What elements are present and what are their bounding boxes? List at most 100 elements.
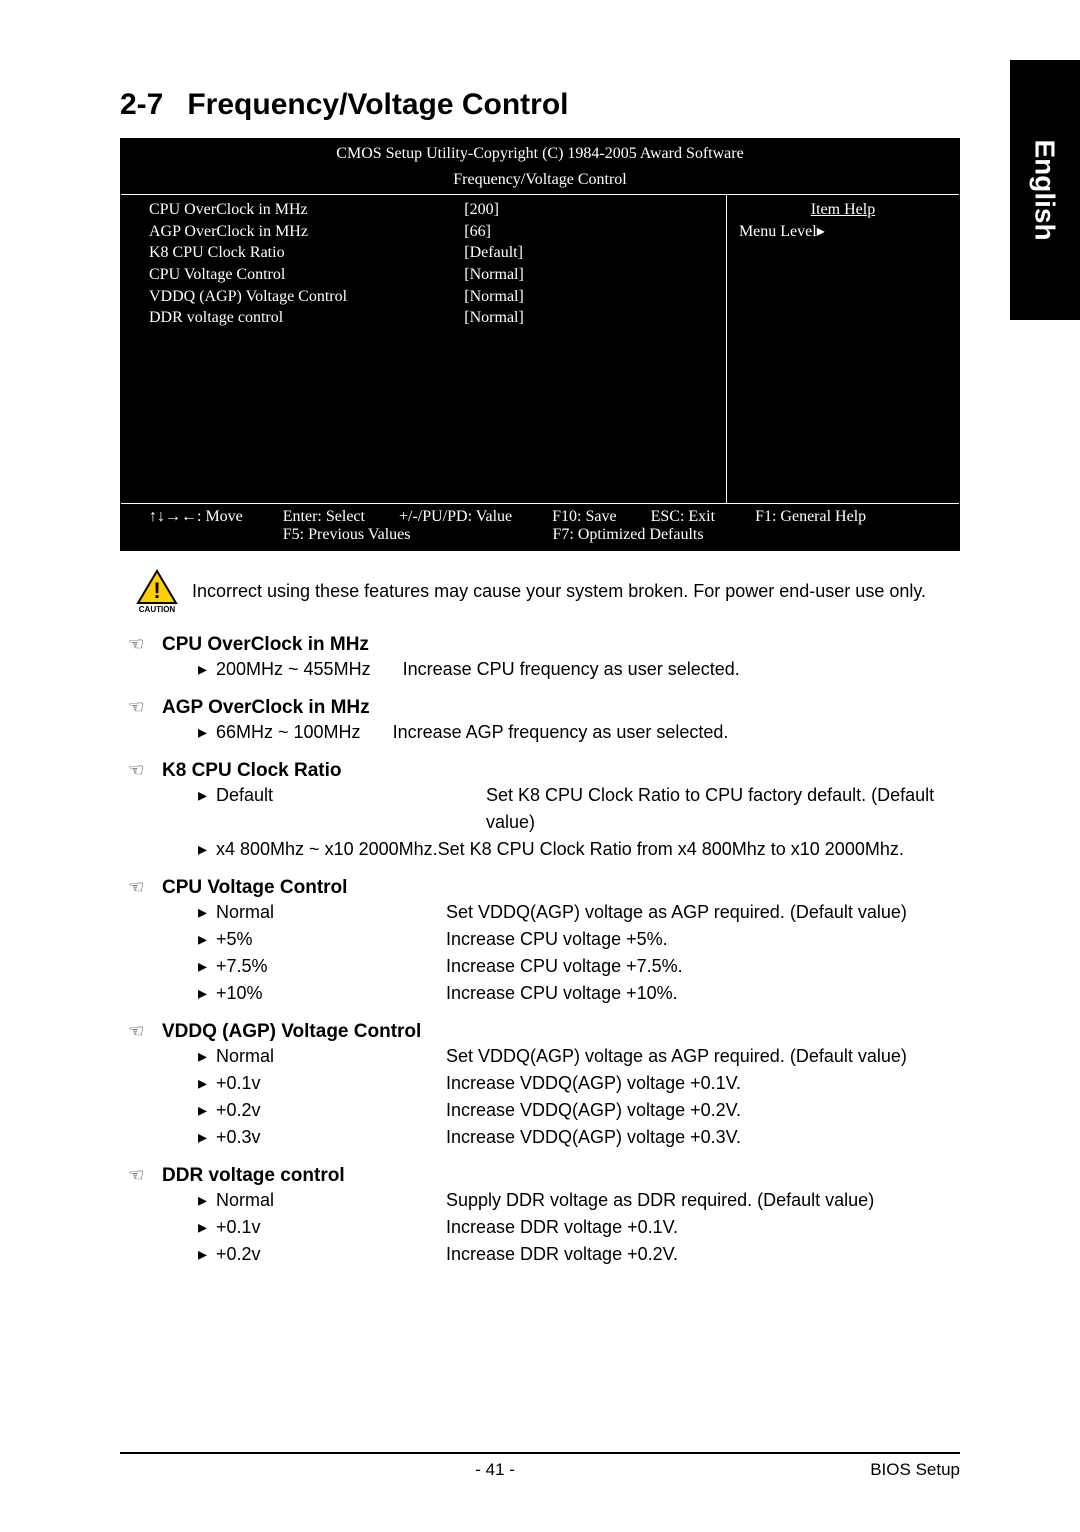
bios-value: [Normal] xyxy=(464,286,714,308)
arrow-icon: ▸ xyxy=(198,656,216,683)
footer-section: BIOS Setup xyxy=(870,1460,960,1480)
bios-value: [Normal] xyxy=(464,264,714,286)
page-number: - 41 - xyxy=(475,1460,515,1480)
bios-key-pupd: +/-/PU/PD: Value xyxy=(399,508,512,526)
bios-value: [Normal] xyxy=(464,307,714,329)
option-row: ▸+0.1vIncrease DDR voltage +0.1V. xyxy=(198,1214,960,1241)
option-row: ▸+0.2vIncrease VDDQ(AGP) voltage +0.2V. xyxy=(198,1097,960,1124)
language-label: English xyxy=(1029,139,1061,240)
arrow-icon: ▸ xyxy=(198,1070,216,1097)
option-desc: Set VDDQ(AGP) voltage as AGP required. (… xyxy=(446,899,960,926)
option-row: ▸x4 800Mhz ~ x10 2000Mhz.Set K8 CPU Cloc… xyxy=(198,836,960,863)
option-desc: Supply DDR voltage as DDR required. (Def… xyxy=(446,1187,960,1214)
option-desc: Increase CPU voltage +10%. xyxy=(446,980,960,1007)
option-name: +0.2v xyxy=(216,1097,446,1124)
arrow-icon: ▸ xyxy=(198,1187,216,1214)
bios-item: CPU Voltage Control xyxy=(149,264,440,286)
bios-item: AGP OverClock in MHz xyxy=(149,221,440,243)
option-name: +0.3v xyxy=(216,1124,446,1151)
option-row: ▸+0.1vIncrease VDDQ(AGP) voltage +0.1V. xyxy=(198,1070,960,1097)
option-desc: Increase VDDQ(AGP) voltage +0.2V. xyxy=(446,1097,960,1124)
option-row: ▸200MHz ~ 455MHz Increase CPU frequency a… xyxy=(198,656,960,683)
section-heading: VDDQ (AGP) Voltage Control xyxy=(162,1021,960,1043)
option-desc: Increase VDDQ(AGP) voltage +0.1V. xyxy=(446,1070,960,1097)
arrow-icon: ▸ xyxy=(198,980,216,1007)
bios-item: VDDQ (AGP) Voltage Control xyxy=(149,286,440,308)
option-desc: Set K8 CPU Clock Ratio to CPU factory de… xyxy=(486,782,960,836)
option-row: ▸+0.2vIncrease DDR voltage +0.2V. xyxy=(198,1241,960,1268)
bios-title: CMOS Setup Utility-Copyright (C) 1984-20… xyxy=(121,139,959,169)
bios-key-move: ↑↓→←: Move xyxy=(149,508,243,526)
arrow-icon: ▸ xyxy=(198,1097,216,1124)
option-name: Default xyxy=(216,782,486,836)
chapter-name: Frequency/Voltage Control xyxy=(187,88,568,121)
section-heading: CPU Voltage Control xyxy=(162,877,960,899)
option-row: ▸+5%Increase CPU voltage +5%. xyxy=(198,926,960,953)
bios-item: DDR voltage control xyxy=(149,307,440,329)
bios-key-f1: F1: General Help xyxy=(755,508,866,526)
section-heading: K8 CPU Clock Ratio xyxy=(162,760,960,782)
option-name: Normal xyxy=(216,1187,446,1214)
bios-key-f7: F7: Optimized Defaults xyxy=(553,526,704,544)
arrow-icon: ▸ xyxy=(198,899,216,926)
bios-value: [200] xyxy=(464,199,714,221)
option-name: 66MHz ~ 100MHz xyxy=(216,719,361,746)
option-name: 200MHz ~ 455MHz xyxy=(216,656,371,683)
bios-mid-col: [200] [66] [Default] [Normal] [Normal] [… xyxy=(452,195,726,503)
bios-key-f5: F5: Previous Values xyxy=(283,526,411,544)
option-row: ▸DefaultSet K8 CPU Clock Ratio to CPU fa… xyxy=(198,782,960,836)
bios-key-f10: F10: Save xyxy=(552,508,616,526)
bios-footer: ↑↓→←: Move Enter: Select +/-/PU/PD: Valu… xyxy=(121,504,959,550)
option-row: ▸+10%Increase CPU voltage +10%. xyxy=(198,980,960,1007)
bios-item: K8 CPU Clock Ratio xyxy=(149,242,440,264)
option-name: Normal xyxy=(216,1043,446,1070)
bios-left-col: CPU OverClock in MHz AGP OverClock in MH… xyxy=(121,195,452,503)
bios-value: [66] xyxy=(464,221,714,243)
option-name: +10% xyxy=(216,980,446,1007)
bios-key-esc: ESC: Exit xyxy=(651,508,715,526)
option-name: Normal xyxy=(216,899,446,926)
option-desc: Increase DDR voltage +0.2V. xyxy=(446,1241,960,1268)
option-row: ▸+0.3vIncrease VDDQ(AGP) voltage +0.3V. xyxy=(198,1124,960,1151)
arrow-icon: ▸ xyxy=(198,1124,216,1151)
bios-menu-level: Menu Level▸ xyxy=(739,221,947,243)
option-name: +0.1v xyxy=(216,1070,446,1097)
option-desc: Increase VDDQ(AGP) voltage +0.3V. xyxy=(446,1124,960,1151)
section-heading: AGP OverClock in MHz xyxy=(162,697,960,719)
section-heading: DDR voltage control xyxy=(162,1165,960,1187)
bios-value: [Default] xyxy=(464,242,714,264)
option-name: +5% xyxy=(216,926,446,953)
bios-key-enter: Enter: Select xyxy=(283,508,365,526)
caution-text: Incorrect using these features may cause… xyxy=(192,581,926,602)
option-name: +7.5% xyxy=(216,953,446,980)
arrow-icon: ▸ xyxy=(198,719,216,746)
language-tab: English xyxy=(1010,60,1080,320)
caution-label: CAUTION xyxy=(139,605,175,614)
option-name: +0.2v xyxy=(216,1241,446,1268)
arrow-icon: ▸ xyxy=(198,926,216,953)
option-text: x4 800Mhz ~ x10 2000Mhz.Set K8 CPU Clock… xyxy=(216,836,960,863)
chapter-number: 2-7 xyxy=(120,88,163,121)
option-desc: Increase CPU voltage +7.5%. xyxy=(446,953,960,980)
option-row: ▸NormalSupply DDR voltage as DDR require… xyxy=(198,1187,960,1214)
bios-help-header: Item Help xyxy=(739,199,947,221)
arrow-icon: ▸ xyxy=(198,782,216,836)
option-desc: Increase DDR voltage +0.1V. xyxy=(446,1214,960,1241)
option-row: ▸+7.5%Increase CPU voltage +7.5%. xyxy=(198,953,960,980)
section-heading: CPU OverClock in MHz xyxy=(162,634,960,656)
option-desc: Set VDDQ(AGP) voltage as AGP required. (… xyxy=(446,1043,960,1070)
arrow-icon: ▸ xyxy=(198,836,216,863)
option-name: +0.1v xyxy=(216,1214,446,1241)
arrow-icon: ▸ xyxy=(198,1241,216,1268)
caution-icon: ! CAUTION xyxy=(136,569,178,614)
option-row: ▸66MHz ~ 100MHz Increase AGP frequency as… xyxy=(198,719,960,746)
bios-subtitle: Frequency/Voltage Control xyxy=(121,169,959,195)
option-row: ▸NormalSet VDDQ(AGP) voltage as AGP requ… xyxy=(198,1043,960,1070)
arrow-icon: ▸ xyxy=(198,953,216,980)
option-desc: Increase AGP frequency as user selected. xyxy=(393,719,960,746)
option-desc: Increase CPU frequency as user selected. xyxy=(403,656,960,683)
bios-item: CPU OverClock in MHz xyxy=(149,199,440,221)
option-desc: Increase CPU voltage +5%. xyxy=(446,926,960,953)
page-footer: - 41 - BIOS Setup xyxy=(120,1452,960,1480)
bios-screen: CMOS Setup Utility-Copyright (C) 1984-20… xyxy=(120,138,960,551)
